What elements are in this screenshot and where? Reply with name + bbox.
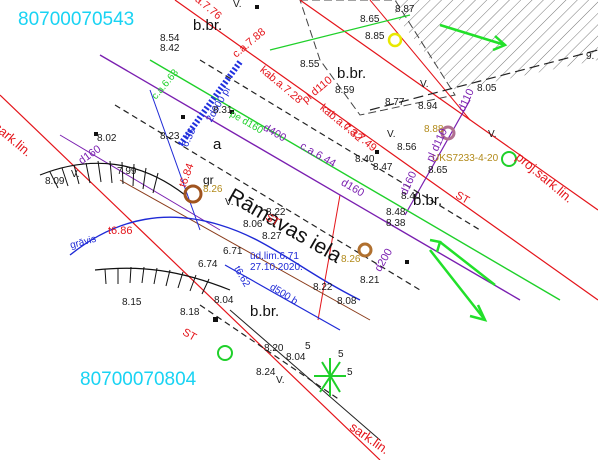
red-line-right: [299, 0, 598, 211]
elev-894: 8.94: [418, 101, 438, 112]
elev-827: 8.27: [262, 231, 282, 242]
blue-d500-line: [224, 264, 341, 331]
elev-818: 8.18: [180, 307, 200, 318]
o826-label: 8.26: [203, 184, 223, 195]
elev-5c: 5: [347, 367, 353, 378]
road-edge-dashed-3: [199, 304, 341, 401]
elev-885: 8.85: [365, 31, 385, 42]
ud-lim-label: ūd.lim.6.71: [250, 251, 299, 262]
culvert-dotted: [177, 60, 243, 147]
elev-674: 6.74: [198, 259, 218, 270]
elev-842: 8.42: [160, 43, 180, 54]
red-line-upper: [369, 0, 471, 121]
o826b-label: 8.26: [341, 254, 361, 265]
parcel-number-bottom: 80700070804: [80, 369, 197, 390]
elev-840: 8.40: [355, 154, 375, 165]
v-label-7: V.: [420, 79, 429, 90]
elev-824: 8.24: [256, 367, 276, 378]
elev-820: 8.20: [264, 343, 284, 354]
v-label-5: V.: [488, 129, 497, 140]
elev-806: 8.06: [243, 219, 263, 230]
red-line-mid: [174, 0, 598, 301]
green-arrow-lower: [429, 238, 496, 322]
elev-840b: 8.40: [401, 191, 421, 202]
slope-ticks: [49, 160, 210, 295]
elev-848: 8.48: [386, 207, 406, 218]
manhole-yellow: [387, 32, 403, 48]
elev-823: 8.23: [160, 131, 180, 142]
elev-5a: 5: [305, 341, 311, 352]
building-hatched-area: [395, 0, 598, 90]
gr-label: gr: [203, 173, 214, 187]
elev-809: 8.09: [45, 176, 65, 187]
building-outline: [299, 0, 456, 116]
elev-802: 8.02: [97, 133, 117, 144]
brown-line: [119, 179, 371, 321]
elev-822: 8.22: [266, 207, 286, 218]
bbr-label-2: b.br.: [337, 65, 367, 82]
road-edge-dashed-2: [199, 59, 481, 231]
manhole-brown-2: [357, 242, 373, 258]
tree-symbol: [314, 358, 346, 396]
elev-847: 8.47: [373, 162, 393, 173]
elev-805: 8.05: [477, 83, 497, 94]
blue-ditch-line: [69, 216, 361, 301]
road-edge-solid-1: [229, 309, 381, 441]
red-line-vertical: [317, 194, 341, 321]
elev-887: 8.87: [395, 4, 415, 15]
t686-label: t6.86: [108, 225, 133, 237]
green-line-top: [269, 14, 411, 51]
elev-799: 7.99: [117, 166, 137, 177]
road-edge-solid-2: [369, 49, 598, 111]
parcel-number-top: 80700070543: [18, 9, 135, 30]
elev-865: 8.65: [360, 14, 380, 25]
elev-854: 8.54: [160, 33, 180, 44]
v-label-1: V.: [233, 0, 242, 10]
v-label-3: V.: [225, 197, 234, 208]
elev-804: 8.04: [214, 295, 234, 306]
v-label-2: V.: [71, 169, 80, 180]
v-label-4: V.: [387, 129, 396, 140]
purple-d160-line: [59, 134, 221, 231]
elev-821: 8.21: [360, 275, 380, 286]
bbr-label-4: b.br.: [250, 303, 280, 320]
green-arrow-upper: [439, 23, 508, 52]
manhole-brown-1: [183, 184, 203, 204]
elev-804b: 8.04: [286, 352, 306, 363]
ditch-slope-lower: [94, 267, 231, 291]
bbr-label-1: b.br.: [193, 17, 223, 34]
elev-856: 8.56: [397, 142, 417, 153]
elev-855: 8.55: [300, 59, 320, 70]
purple-d400-line: [99, 54, 521, 301]
hydrant-green-1: [501, 151, 517, 167]
elev-822b: 8.22: [313, 282, 333, 293]
blue-line-2: [149, 89, 201, 231]
elev-859: 8.59: [335, 85, 355, 96]
bbr-label-3: b.br.: [413, 192, 443, 209]
ud-date-label: 27.10.2020.: [250, 262, 303, 273]
green-pe-line: [149, 59, 561, 301]
a-label: a: [213, 136, 222, 153]
elev-5b: 5: [338, 349, 344, 360]
nine-label: 9.: [586, 51, 595, 62]
o888-label: 8.88: [424, 124, 444, 135]
uks-label: UKS7233-4-20: [432, 153, 499, 164]
manhole-purple: [440, 125, 456, 141]
elev-877: 8.77: [385, 97, 405, 108]
v-label-6: V.: [276, 375, 285, 386]
red-line-left: [0, 94, 381, 460]
elev-831: 8.31: [213, 105, 233, 116]
elev-815: 8.15: [122, 297, 142, 308]
elev-808: 8.08: [337, 296, 357, 307]
survey-points: [94, 5, 409, 322]
hydrant-green-2: [217, 345, 233, 361]
elev-838: 8.38: [386, 218, 406, 229]
elev-671: 6.71: [223, 246, 243, 257]
purple-d110-line: [404, 99, 471, 216]
ditch-slope-upper: [39, 162, 186, 196]
elev-865b: 8.65: [428, 165, 448, 176]
